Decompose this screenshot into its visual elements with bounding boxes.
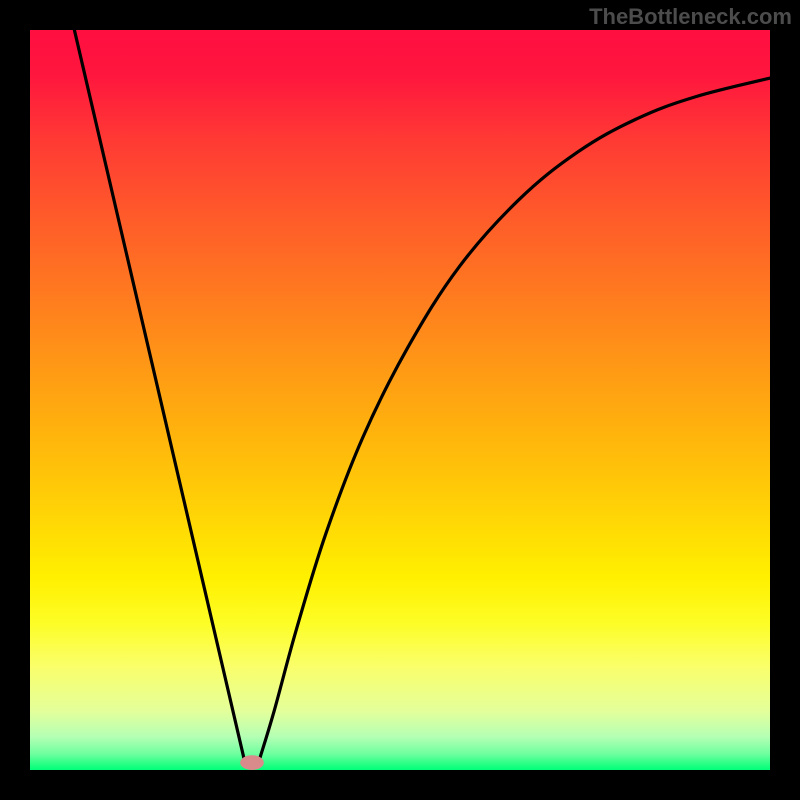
bottleneck-chart-svg	[0, 0, 800, 800]
plot-background	[30, 30, 770, 770]
chart-container: TheBottleneck.com	[0, 0, 800, 800]
watermark-text: TheBottleneck.com	[589, 4, 792, 30]
vertex-marker	[240, 755, 264, 770]
